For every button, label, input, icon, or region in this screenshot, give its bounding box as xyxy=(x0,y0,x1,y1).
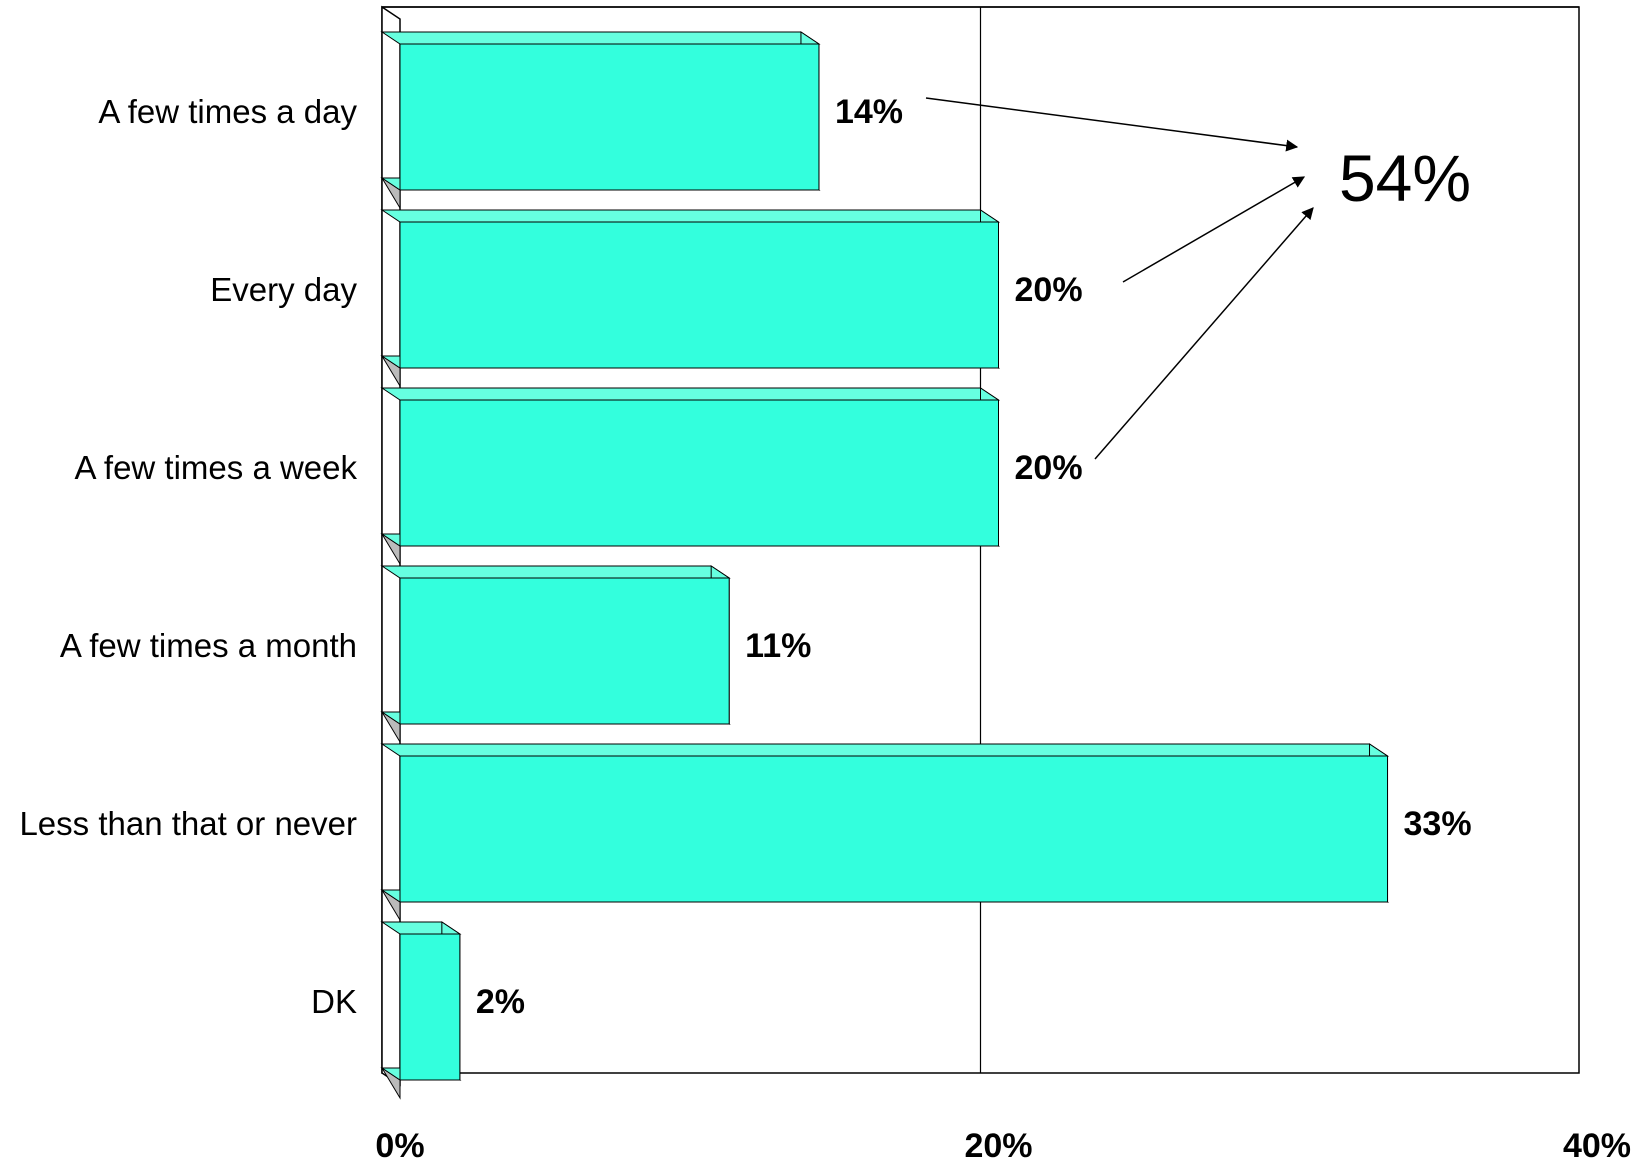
bar-top-face xyxy=(380,743,1390,757)
annotation-arrow-3 xyxy=(1094,207,1314,460)
bar-front-face xyxy=(399,933,461,1081)
data-label: 20% xyxy=(1015,449,1083,487)
bar-2 xyxy=(380,209,1001,388)
bar-3 xyxy=(380,387,1001,566)
annotation-total-label: 54% xyxy=(1339,141,1471,215)
x-tick-label: 0% xyxy=(375,1127,424,1165)
category-label: A few times a week xyxy=(75,449,358,486)
annotation-arrow-1 xyxy=(925,97,1299,152)
x-tick-label: 40% xyxy=(1563,1127,1631,1165)
bar-6 xyxy=(380,921,462,1100)
bar-top-face xyxy=(380,209,1001,223)
bar-top-face xyxy=(380,387,1001,401)
bar-front-face xyxy=(399,221,999,369)
value-labels: 14% 20% 20% 11% 33% 2% xyxy=(476,93,1472,1021)
data-label: 33% xyxy=(1404,805,1472,843)
category-label: DK xyxy=(311,983,357,1020)
bar-front-face xyxy=(399,755,1389,903)
category-label: Every day xyxy=(210,271,357,308)
x-tick-label: 20% xyxy=(964,1127,1032,1165)
category-label: A few times a month xyxy=(60,627,357,664)
bar-top-face xyxy=(380,31,821,45)
bar-5 xyxy=(380,743,1390,922)
annotation: 54% xyxy=(925,97,1471,460)
data-label: 2% xyxy=(476,983,525,1021)
data-label: 20% xyxy=(1015,271,1083,309)
bar-front-face xyxy=(399,399,999,547)
data-label: 11% xyxy=(745,627,811,665)
category-labels: A few times a day Every day A few times a … xyxy=(19,93,357,1020)
x-tick-labels: 0% 20% 40% xyxy=(375,1127,1631,1165)
bar-4 xyxy=(380,565,731,744)
category-label: Less than that or never xyxy=(19,805,357,842)
bar-top-face xyxy=(380,565,731,579)
bar-front-face xyxy=(399,577,730,725)
data-label: 14% xyxy=(835,93,903,131)
bar-1 xyxy=(380,31,821,210)
category-label: A few times a day xyxy=(98,93,357,130)
annotation-arrow-2 xyxy=(1122,176,1306,283)
bars xyxy=(380,31,1390,1100)
bar-front-face xyxy=(399,43,820,191)
